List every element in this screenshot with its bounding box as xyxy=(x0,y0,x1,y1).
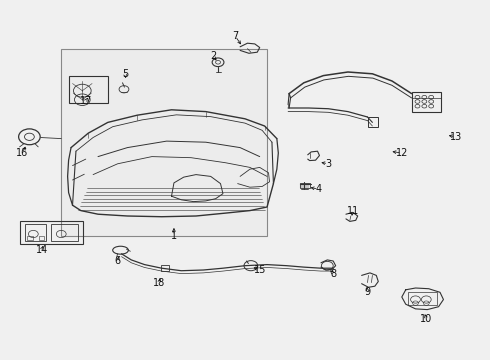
Text: 4: 4 xyxy=(316,184,321,194)
Text: 5: 5 xyxy=(122,69,128,79)
Text: 18: 18 xyxy=(153,278,166,288)
Bar xyxy=(161,265,169,271)
Text: 1: 1 xyxy=(171,231,177,241)
FancyBboxPatch shape xyxy=(61,49,267,236)
Text: 14: 14 xyxy=(36,245,48,255)
Bar xyxy=(69,76,108,103)
Text: 15: 15 xyxy=(253,265,266,275)
Bar xyxy=(412,92,441,112)
Text: 9: 9 xyxy=(365,287,370,297)
Text: 6: 6 xyxy=(115,256,121,266)
Text: 12: 12 xyxy=(395,148,408,158)
Text: 11: 11 xyxy=(346,206,359,216)
Text: 10: 10 xyxy=(420,314,433,324)
Text: 2: 2 xyxy=(210,51,216,61)
Bar xyxy=(408,292,437,305)
Bar xyxy=(27,236,33,240)
Bar xyxy=(39,236,44,240)
Text: 13: 13 xyxy=(450,132,462,142)
Text: 17: 17 xyxy=(79,96,92,106)
Bar xyxy=(25,224,46,241)
Text: 16: 16 xyxy=(16,148,28,158)
Bar xyxy=(20,221,83,244)
Text: 3: 3 xyxy=(325,159,331,169)
Text: 8: 8 xyxy=(330,269,336,279)
Bar xyxy=(51,224,78,241)
Bar xyxy=(368,117,378,127)
Text: 7: 7 xyxy=(232,31,238,41)
Bar xyxy=(300,183,310,188)
